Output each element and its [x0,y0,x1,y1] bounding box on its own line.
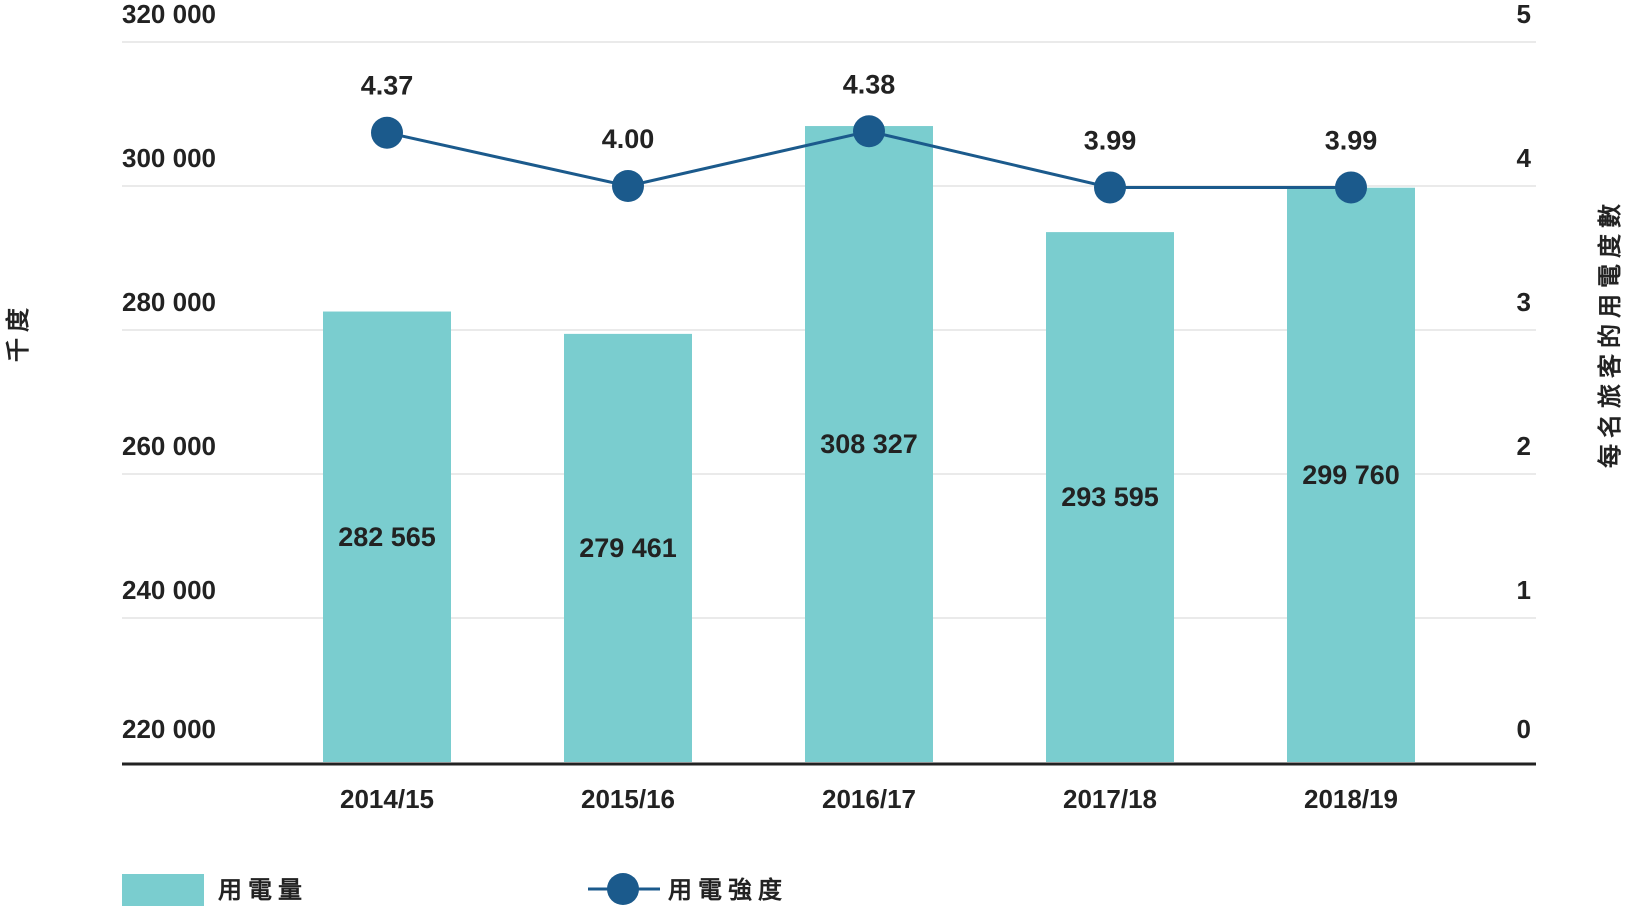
left-tick-label: 300 000 [122,143,216,173]
x-tick-label: 2014/15 [340,784,434,814]
line-value-label: 4.37 [361,71,414,101]
left-tick-label: 320 000 [122,0,216,29]
x-axis-ticks: 2014/15 2015/16 2016/17 2017/18 2018/19 [340,784,1398,814]
left-tick-label: 260 000 [122,431,216,461]
right-axis-title: 每名旅客的用電度數 [1596,198,1624,468]
line-value-label: 4.38 [843,69,896,99]
line-point [1094,171,1126,204]
data-labels: 282 565 279 461 308 327 293 595 299 760 4.37 4… [338,69,1400,563]
x-tick-label: 2015/16 [581,784,675,814]
right-tick-label: 0 [1517,714,1531,744]
legend-line-marker [607,873,639,905]
bar-series [323,126,1415,763]
left-axis-title: 千度 [4,302,32,362]
bar-value-label: 308 327 [820,429,918,459]
line-point [1335,171,1367,204]
right-tick-label: 1 [1517,575,1531,605]
line-point [853,115,885,148]
left-tick-label: 220 000 [122,714,216,744]
left-axis-ticks: 220 000 240 000 260 000 280 000 300 000 320 0… [122,0,216,744]
x-tick-label: 2016/17 [822,784,916,814]
bar [805,126,933,763]
legend-bar-swatch [122,874,204,906]
line-value-label: 4.00 [602,124,655,154]
right-tick-label: 2 [1517,431,1531,461]
legend-bar-label: 用電量 [218,876,308,904]
bar [323,311,451,762]
legend: 用電量 用電強度 [122,873,788,906]
bar [1046,232,1174,763]
left-tick-label: 280 000 [122,287,216,317]
legend-line-label: 用電強度 [668,876,788,904]
line-series [371,115,1367,204]
line-point [371,116,403,149]
bar-value-label: 282 565 [338,522,436,552]
bar-value-label: 299 760 [1302,460,1400,490]
x-tick-label: 2017/18 [1063,784,1157,814]
line-point [612,170,644,202]
right-tick-label: 3 [1517,287,1531,317]
bar [1287,187,1415,762]
bar-value-label: 279 461 [579,533,677,563]
right-axis-ticks: 0 1 2 3 4 5 [1517,0,1532,744]
left-tick-label: 240 000 [122,575,216,605]
x-tick-label: 2018/19 [1304,784,1398,814]
line-value-label: 3.99 [1325,125,1378,155]
right-tick-label: 4 [1517,143,1532,173]
right-tick-label: 5 [1517,0,1531,29]
line-value-label: 3.99 [1084,125,1137,155]
bar-value-label: 293 595 [1061,482,1159,512]
bar [564,333,692,762]
